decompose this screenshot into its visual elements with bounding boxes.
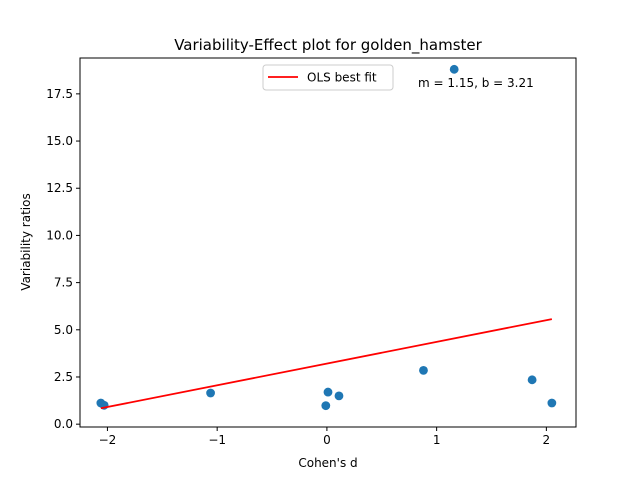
legend: OLS best fit <box>262 64 394 91</box>
y-axis-label: Variability ratios <box>19 193 33 290</box>
x-tick-label: 2 <box>543 433 551 447</box>
legend-box <box>262 64 394 91</box>
y-tick-label: 2.5 <box>54 370 73 384</box>
x-axis: −2 −1 0 1 2 <box>99 427 551 447</box>
data-point-3 <box>321 401 331 411</box>
data-point-6 <box>419 365 428 375</box>
ols-fit-line <box>100 318 553 410</box>
x-tick-label: −1 <box>208 433 226 447</box>
chart-title: Variability-Effect plot for golden_hamst… <box>174 36 482 55</box>
axes-frame <box>79 57 577 428</box>
y-tick-label: 10.0 <box>46 228 73 242</box>
x-axis-label: Cohen's d <box>298 456 357 470</box>
data-point-9 <box>547 398 557 408</box>
data-point-2 <box>206 388 215 398</box>
legend-label-ols: OLS best fit <box>307 71 377 85</box>
data-point-7 <box>449 64 459 74</box>
y-tick-label: 0.0 <box>54 417 73 431</box>
plot-area <box>96 64 557 411</box>
y-tick-label: 7.5 <box>54 276 73 290</box>
y-tick-label: 12.5 <box>46 181 73 195</box>
x-tick-label: 1 <box>433 433 441 447</box>
data-point-4 <box>323 387 333 397</box>
y-tick-label: 15.0 <box>46 134 73 148</box>
x-tick-label: −2 <box>99 433 117 447</box>
y-tick-label: 17.5 <box>46 87 73 101</box>
y-axis: 0.0 2.5 5.0 7.5 10.0 12.5 15.0 17.5 <box>46 87 80 431</box>
fit-annotation: m = 1.15, b = 3.21 <box>418 76 534 90</box>
x-tick-label: 0 <box>323 433 331 447</box>
data-point-5 <box>334 391 344 401</box>
y-tick-label: 5.0 <box>54 323 73 337</box>
data-point-8 <box>527 375 537 385</box>
